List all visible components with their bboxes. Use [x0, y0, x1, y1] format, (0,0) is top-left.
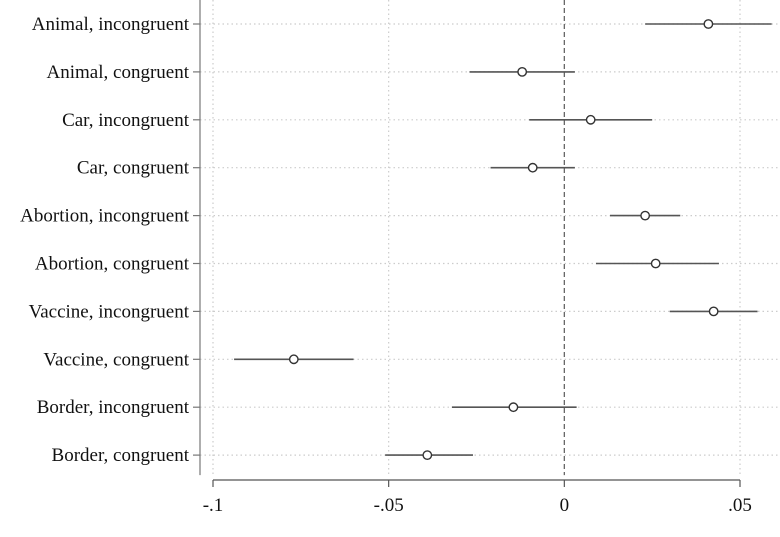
row-label: Animal, congruent	[47, 62, 190, 83]
point-estimate	[508, 402, 519, 413]
x-tick-label: .05	[728, 495, 752, 516]
row-label: Vaccine, congruent	[43, 349, 189, 370]
point-estimate	[585, 114, 596, 125]
point-estimate	[703, 19, 714, 29]
axes: -.1 -.05 0 .05 Animal, incongruent Animal, co…	[20, 0, 752, 516]
point-estimate	[422, 450, 433, 460]
data-marks	[234, 0, 772, 476]
row-label: Car, congruent	[77, 158, 190, 179]
point-estimate	[527, 162, 538, 173]
x-tick-label: -.05	[374, 495, 404, 516]
row-label: Border, incongruent	[37, 397, 190, 418]
point-estimate	[640, 210, 651, 221]
point-estimate	[517, 67, 528, 77]
point-estimate	[288, 354, 299, 365]
point-estimate	[708, 306, 719, 317]
x-tick-label: -.1	[203, 495, 224, 516]
x-tick-label: 0	[560, 495, 570, 516]
row-label: Vaccine, incongruent	[29, 301, 190, 322]
point-estimate	[650, 258, 661, 269]
row-label: Abortion, incongruent	[20, 206, 190, 227]
row-label: Car, incongruent	[62, 110, 190, 131]
row-label: Animal, incongruent	[32, 14, 190, 35]
row-label: Border, congruent	[52, 445, 190, 466]
row-label: Abortion, congruent	[35, 254, 190, 275]
